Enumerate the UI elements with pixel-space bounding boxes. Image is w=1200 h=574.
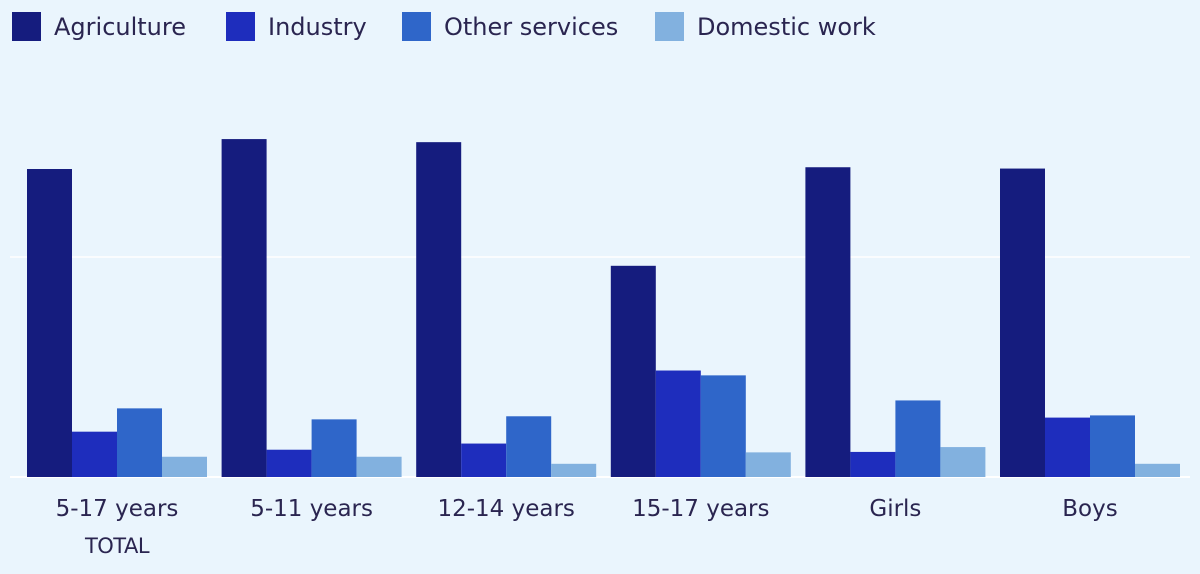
- legend-label: Agriculture: [54, 13, 186, 41]
- bar: [610, 265, 656, 477]
- bar: [895, 400, 941, 477]
- bar: [221, 139, 267, 477]
- bar: [551, 463, 597, 477]
- x-axis-labels: 5-17 years TOTAL 5-11 years 12-14 years 15-1…: [56, 496, 1118, 558]
- bar-group: [221, 139, 402, 477]
- x-tick-label: 5-17 years: [56, 496, 179, 522]
- bar-group: [416, 142, 597, 477]
- bar-group: [805, 167, 986, 478]
- bar: [162, 456, 207, 477]
- legend-swatch: [655, 12, 684, 41]
- bar: [27, 169, 72, 477]
- x-tick-label: 5-11 years: [250, 496, 373, 522]
- bar-group: [27, 169, 207, 477]
- bar-group: [610, 265, 791, 477]
- bars: [27, 139, 1180, 478]
- bar: [850, 451, 896, 477]
- legend-swatch: [402, 12, 431, 41]
- legend-item-4: Domestic work: [655, 12, 876, 41]
- bar: [416, 142, 462, 477]
- bar-group: [1000, 168, 1180, 477]
- bar: [1045, 417, 1090, 477]
- legend: Agriculture Industry Other services Domesti…: [12, 12, 876, 41]
- bar: [1000, 168, 1045, 477]
- bar: [117, 408, 162, 477]
- legend-label: Industry: [268, 13, 367, 41]
- bar: [805, 167, 851, 478]
- bar: [1135, 463, 1180, 477]
- legend-swatch: [12, 12, 41, 41]
- bar: [745, 452, 791, 477]
- legend-item-3: Other services: [402, 12, 618, 41]
- x-tick-label: Girls: [869, 496, 921, 522]
- legend-label: Domestic work: [697, 13, 876, 41]
- legend-item-1: Agriculture: [12, 12, 186, 41]
- x-tick-sublabel: TOTAL: [84, 534, 150, 558]
- bar: [506, 416, 552, 477]
- bar: [940, 447, 986, 477]
- bar: [461, 443, 507, 477]
- bar: [266, 449, 312, 477]
- legend-label: Other services: [444, 13, 618, 41]
- legend-swatch: [226, 12, 255, 41]
- legend-item-2: Industry: [226, 12, 367, 41]
- bar: [655, 370, 701, 477]
- bar: [700, 375, 746, 477]
- x-tick-label: 15-17 years: [632, 496, 769, 522]
- x-tick-label: 12-14 years: [437, 496, 574, 522]
- x-tick-label: Boys: [1062, 496, 1117, 522]
- bar: [1090, 415, 1135, 477]
- bar: [311, 419, 357, 477]
- bar: [356, 456, 402, 477]
- bar: [72, 431, 117, 477]
